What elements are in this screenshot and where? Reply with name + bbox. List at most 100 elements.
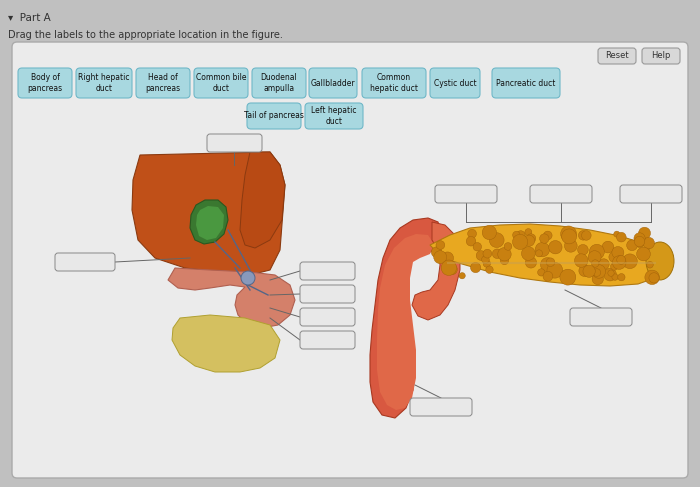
FancyBboxPatch shape [207,134,262,152]
FancyBboxPatch shape [492,68,560,98]
Circle shape [522,246,536,261]
Circle shape [614,231,620,237]
Circle shape [547,262,563,278]
Text: Duodenal
ampulla: Duodenal ampulla [260,74,298,93]
Circle shape [512,234,528,249]
Circle shape [468,229,477,238]
Text: Common
hepatic duct: Common hepatic duct [370,74,418,93]
Circle shape [612,256,626,269]
FancyBboxPatch shape [598,48,636,64]
Circle shape [647,262,653,268]
Circle shape [436,241,445,249]
FancyBboxPatch shape [300,285,355,303]
Circle shape [524,235,535,246]
FancyBboxPatch shape [12,42,688,478]
Circle shape [543,231,552,240]
Polygon shape [132,152,285,275]
Circle shape [466,237,476,246]
Text: Tail of pancreas: Tail of pancreas [244,112,304,120]
Circle shape [634,233,645,244]
Circle shape [549,241,562,254]
Circle shape [526,234,536,243]
Polygon shape [240,152,285,248]
Text: Right hepatic
duct: Right hepatic duct [78,74,130,93]
Circle shape [441,260,456,276]
Circle shape [645,270,659,284]
Circle shape [612,246,624,259]
Circle shape [476,251,486,261]
Text: Left hepatic
duct: Left hepatic duct [312,106,357,126]
Circle shape [589,244,604,260]
Circle shape [546,258,555,266]
Text: Help: Help [651,52,671,60]
Circle shape [543,271,553,281]
Circle shape [434,251,447,263]
Text: Cystic duct: Cystic duct [434,78,476,88]
Circle shape [525,228,532,236]
FancyBboxPatch shape [136,68,190,98]
Circle shape [536,250,542,257]
Text: Drag the labels to the appropriate location in the figure.: Drag the labels to the appropriate locat… [8,30,283,40]
FancyBboxPatch shape [620,185,682,203]
Circle shape [582,231,591,240]
Text: Body of
pancreas: Body of pancreas [27,74,62,93]
Circle shape [482,225,496,240]
Circle shape [473,243,482,251]
Circle shape [483,260,491,267]
Circle shape [592,264,606,278]
Circle shape [610,262,618,270]
Circle shape [579,265,590,277]
Circle shape [612,274,618,281]
FancyBboxPatch shape [252,68,306,98]
Circle shape [512,231,520,239]
FancyBboxPatch shape [642,48,680,64]
Circle shape [603,268,617,281]
Circle shape [643,237,655,249]
Circle shape [602,241,614,253]
Polygon shape [370,218,442,418]
Circle shape [618,274,625,281]
Circle shape [593,269,601,277]
FancyBboxPatch shape [55,253,115,271]
FancyBboxPatch shape [300,262,355,280]
FancyBboxPatch shape [18,68,72,98]
Circle shape [578,230,588,240]
Circle shape [592,260,599,267]
Circle shape [583,265,595,278]
Polygon shape [430,224,662,286]
Circle shape [592,273,603,284]
Circle shape [241,271,255,285]
FancyBboxPatch shape [410,398,472,416]
Circle shape [483,249,491,258]
Circle shape [536,243,550,257]
FancyBboxPatch shape [300,308,355,326]
Circle shape [538,269,545,276]
Polygon shape [172,315,280,372]
Text: Common bile
duct: Common bile duct [196,74,246,93]
Circle shape [638,227,650,239]
Circle shape [447,264,457,275]
FancyBboxPatch shape [570,308,632,326]
FancyBboxPatch shape [194,68,248,98]
Circle shape [636,247,650,261]
Circle shape [608,270,614,276]
Ellipse shape [646,242,674,280]
Polygon shape [196,206,224,240]
Circle shape [489,233,504,247]
Circle shape [470,262,481,273]
Circle shape [459,273,466,279]
FancyBboxPatch shape [305,103,363,129]
Circle shape [500,256,509,264]
Circle shape [525,257,537,268]
Circle shape [442,252,454,264]
Circle shape [649,273,659,283]
Circle shape [564,240,578,252]
FancyBboxPatch shape [300,331,355,349]
Circle shape [561,229,577,244]
Polygon shape [168,268,295,328]
Circle shape [540,258,554,272]
Circle shape [482,256,489,263]
FancyBboxPatch shape [530,185,592,203]
Circle shape [492,249,502,259]
Text: Head of
pancreas: Head of pancreas [146,74,181,93]
